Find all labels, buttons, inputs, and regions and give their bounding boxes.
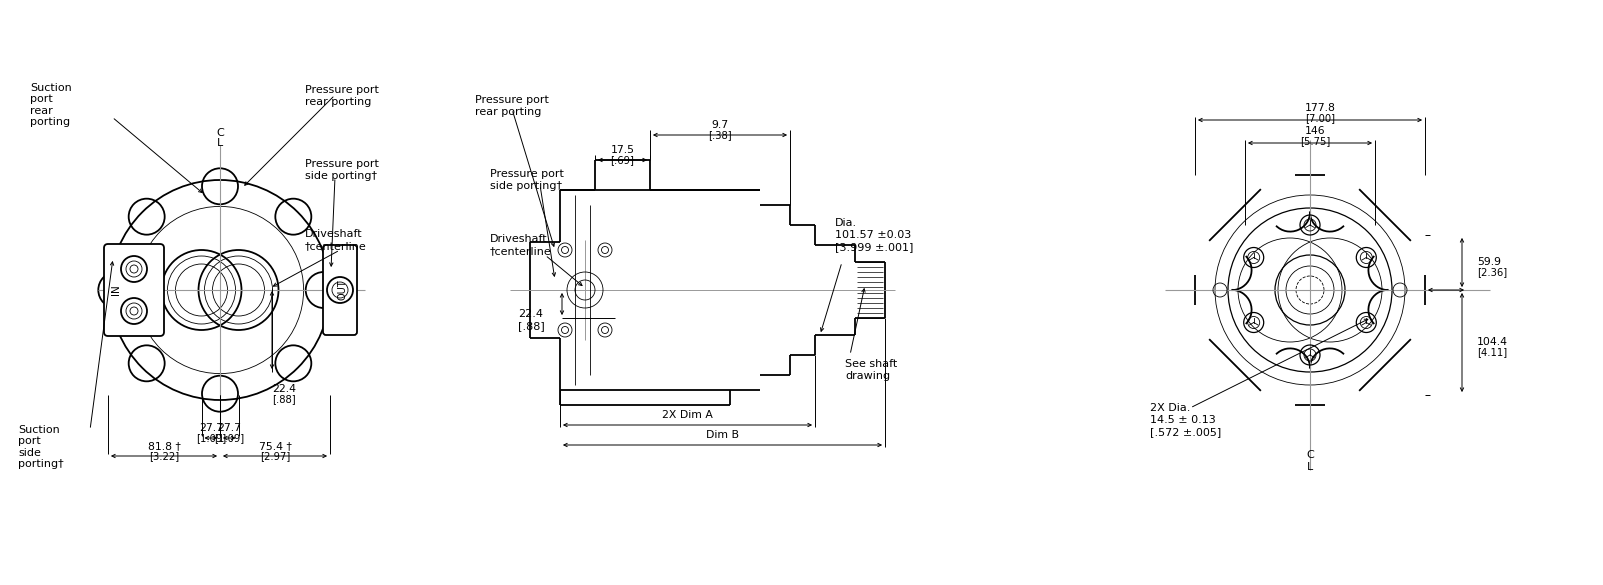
Text: [5.75]: [5.75] <box>1300 136 1330 146</box>
Text: [2.97]: [2.97] <box>260 451 290 461</box>
Text: 27.7: 27.7 <box>199 423 223 433</box>
FancyBboxPatch shape <box>322 245 357 335</box>
Text: [1.09]: [1.09] <box>196 433 226 443</box>
Text: IN: IN <box>111 285 120 295</box>
Text: [.69]: [.69] <box>611 155 635 165</box>
Text: L: L <box>1306 462 1313 472</box>
Text: L: L <box>216 138 223 148</box>
Text: OUT: OUT <box>337 280 346 300</box>
Text: [.38]: [.38] <box>709 130 733 140</box>
Text: [1.09]: [1.09] <box>215 433 244 443</box>
Text: 81.8 †: 81.8 † <box>147 441 181 451</box>
Text: 22.4
[.88]: 22.4 [.88] <box>518 309 545 331</box>
Text: Dim B: Dim B <box>705 430 739 440</box>
Text: C: C <box>216 128 224 138</box>
Text: Driveshaft
†centerline: Driveshaft †centerline <box>491 234 551 256</box>
Text: 27.7: 27.7 <box>218 423 240 433</box>
Text: Driveshaft
†centerline: Driveshaft †centerline <box>305 229 367 251</box>
Text: [.88]: [.88] <box>273 394 295 404</box>
Text: Suction
port
side
porting†: Suction port side porting† <box>18 425 64 469</box>
Text: 146: 146 <box>1305 126 1326 136</box>
Text: 104.4: 104.4 <box>1476 337 1508 347</box>
FancyBboxPatch shape <box>104 244 164 336</box>
Text: [3.22]: [3.22] <box>149 451 180 461</box>
Text: 177.8: 177.8 <box>1305 103 1335 113</box>
Text: 75.4 †: 75.4 † <box>258 441 292 451</box>
Text: See shaft
drawing: See shaft drawing <box>845 359 898 381</box>
Text: [2.36]: [2.36] <box>1476 267 1507 277</box>
Text: [7.00]: [7.00] <box>1305 113 1335 123</box>
Text: 9.7: 9.7 <box>712 120 728 130</box>
Text: 2X Dim A: 2X Dim A <box>662 410 713 420</box>
Text: 22.4: 22.4 <box>273 384 297 394</box>
Text: Pressure port
rear porting: Pressure port rear porting <box>474 95 548 116</box>
Text: 17.5: 17.5 <box>611 145 635 155</box>
Text: C: C <box>1306 450 1314 460</box>
Text: [4.11]: [4.11] <box>1476 347 1507 357</box>
Text: 2X Dia.
14.5 ± 0.13
[.572 ±.005]: 2X Dia. 14.5 ± 0.13 [.572 ±.005] <box>1149 404 1221 436</box>
Text: Dia.
101.57 ±0.03
[3.999 ±.001]: Dia. 101.57 ±0.03 [3.999 ±.001] <box>835 218 914 252</box>
Text: 59.9: 59.9 <box>1476 257 1500 267</box>
Text: Pressure port
side porting†: Pressure port side porting† <box>491 169 564 191</box>
Text: Pressure port
side porting†: Pressure port side porting† <box>305 159 378 181</box>
Text: Pressure port
rear porting: Pressure port rear porting <box>305 85 378 106</box>
Text: Suction
port
rear
porting: Suction port rear porting <box>30 82 72 128</box>
